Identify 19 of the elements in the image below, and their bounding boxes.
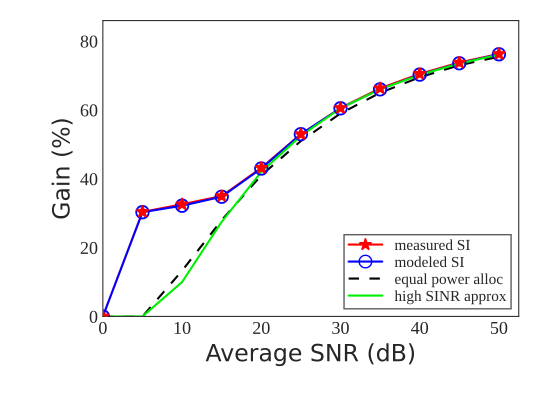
x-tick-label: 50	[490, 322, 508, 334]
y-tick-label: 40	[80, 173, 98, 186]
legend-label: equal power alloc	[395, 273, 503, 288]
y-tick-label: 60	[80, 104, 98, 116]
legend-label: measured SI	[394, 239, 470, 250]
x-tick-label: 20	[253, 322, 270, 334]
y-axis-title: Gain (%)	[52, 119, 73, 219]
x-axis-title: Average SNR (dB)	[206, 343, 414, 366]
point	[174, 198, 190, 213]
legend-label: modeled SI	[394, 256, 464, 268]
x-tick-label: 30	[332, 322, 349, 334]
point	[175, 197, 189, 210]
y-tick-label: 20	[80, 242, 98, 254]
x-tick-label: 40	[411, 322, 428, 334]
x-tick-label: 0	[99, 322, 107, 334]
x-tick-label: 10	[174, 322, 190, 334]
legend-label: high SINR approx	[394, 290, 506, 304]
y-tick-label: 80	[80, 35, 98, 48]
y-tick-label: 0	[90, 310, 98, 323]
